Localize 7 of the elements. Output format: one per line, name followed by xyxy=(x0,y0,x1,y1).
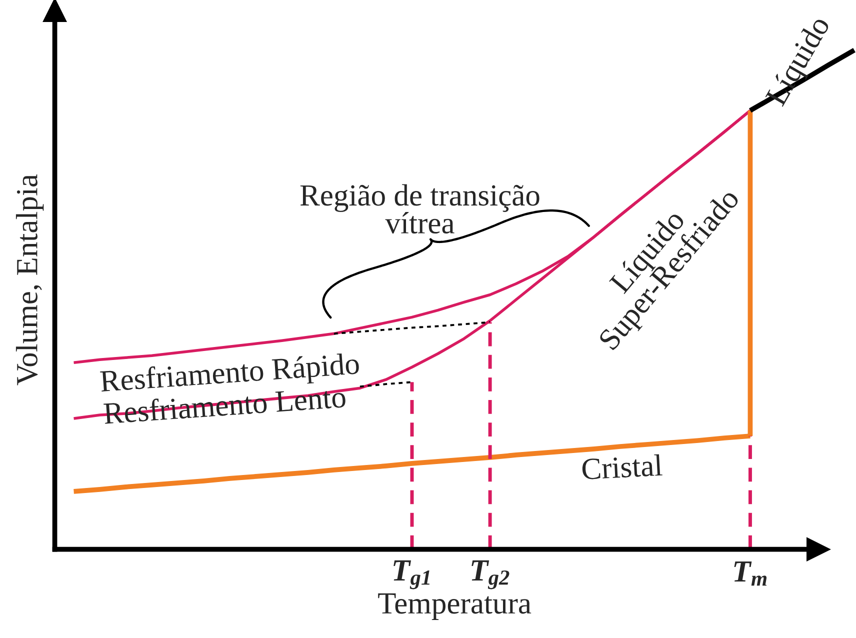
x-tick-label: T$_{m}$ xyxy=(734,561,767,586)
x-tick-label: T$_{g2}$ xyxy=(472,560,510,590)
x-tick-label: T$_{g1}$ xyxy=(394,560,430,590)
y-axis-title: Volume, Entalpia xyxy=(16,174,44,386)
annotation: Cristal xyxy=(582,454,662,480)
x-axis-title: Temperatura xyxy=(378,593,532,620)
annotation: Região de transição vítrea xyxy=(300,184,540,234)
